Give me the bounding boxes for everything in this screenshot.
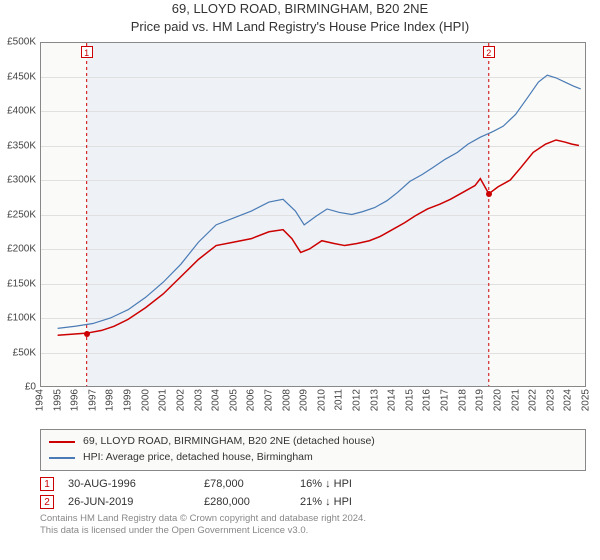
x-tick-label: 2019	[475, 389, 486, 411]
y-tick-label: £400K	[7, 106, 36, 117]
y-tick-label: £100K	[7, 313, 36, 324]
sale-date-1: 30-AUG-1996	[60, 478, 198, 490]
y-tick-label: £150K	[7, 278, 36, 289]
x-tick-label: 2024	[563, 389, 574, 411]
x-tick-label: 1998	[105, 389, 116, 411]
y-tick-label: £300K	[7, 175, 36, 186]
x-tick-label: 2021	[510, 389, 521, 411]
legend-row-property: 69, LLOYD ROAD, BIRMINGHAM, B20 2NE (det…	[49, 434, 577, 450]
footer: Contains HM Land Registry data © Crown c…	[40, 513, 586, 538]
sale-badge-1: 1	[40, 477, 54, 491]
x-tick-label: 2012	[352, 389, 363, 411]
x-tick-label: 2003	[193, 389, 204, 411]
x-tick-label: 2008	[281, 389, 292, 411]
marker-dot	[84, 331, 90, 337]
x-tick-label: 2025	[581, 389, 592, 411]
marker-badge: 1	[81, 46, 93, 58]
x-tick-label: 2005	[228, 389, 239, 411]
x-tick-label: 1995	[52, 389, 63, 411]
legend-swatch-property	[49, 441, 75, 443]
sale-badge-2: 2	[40, 495, 54, 509]
footer-line-1: Contains HM Land Registry data © Crown c…	[40, 513, 586, 525]
x-tick-label: 2022	[528, 389, 539, 411]
x-tick-label: 2016	[422, 389, 433, 411]
x-tick-label: 2017	[440, 389, 451, 411]
x-tick-label: 2000	[140, 389, 151, 411]
legend-swatch-hpi	[49, 457, 75, 459]
y-tick-label: £450K	[7, 71, 36, 82]
x-tick-label: 2010	[316, 389, 327, 411]
y-tick-label: £250K	[7, 209, 36, 220]
series-svg	[40, 42, 586, 387]
x-tick-label: 2006	[246, 389, 257, 411]
chart-area: £0£50K£100K£150K£200K£250K£300K£350K£400…	[40, 42, 586, 387]
y-tick-label: £50K	[13, 347, 36, 358]
x-tick-label: 1997	[87, 389, 98, 411]
x-tick-label: 2014	[387, 389, 398, 411]
sale-price-1: £78,000	[204, 478, 294, 490]
x-tick-label: 2023	[545, 389, 556, 411]
sales-list: 1 30-AUG-1996 £78,000 16% ↓ HPI 2 26-JUN…	[40, 477, 586, 509]
series-line-property	[58, 140, 579, 335]
series-line-hpi	[58, 75, 581, 328]
x-tick-label: 2020	[492, 389, 503, 411]
x-tick-label: 1994	[35, 389, 46, 411]
x-tick-label: 2002	[175, 389, 186, 411]
x-tick-label: 1999	[123, 389, 134, 411]
x-tick-label: 1996	[70, 389, 81, 411]
x-tick-label: 2001	[158, 389, 169, 411]
x-axis-labels: 1994199519961997199819992000200120022003…	[40, 389, 586, 425]
legend-label-hpi: HPI: Average price, detached house, Birm…	[83, 450, 313, 466]
footer-line-2: This data is licensed under the Open Gov…	[40, 525, 586, 537]
sale-diff-1: 16% ↓ HPI	[300, 478, 410, 490]
sale-price-2: £280,000	[204, 496, 294, 508]
legend-label-property: 69, LLOYD ROAD, BIRMINGHAM, B20 2NE (det…	[83, 434, 375, 450]
legend: 69, LLOYD ROAD, BIRMINGHAM, B20 2NE (det…	[40, 429, 586, 471]
y-tick-label: £200K	[7, 244, 36, 255]
x-tick-label: 2007	[263, 389, 274, 411]
sale-date-2: 26-JUN-2019	[60, 496, 198, 508]
sale-row-2: 2 26-JUN-2019 £280,000 21% ↓ HPI	[40, 495, 586, 509]
x-tick-label: 2013	[369, 389, 380, 411]
x-tick-label: 2015	[404, 389, 415, 411]
sale-diff-2: 21% ↓ HPI	[300, 496, 410, 508]
chart-container: 69, LLOYD ROAD, BIRMINGHAM, B20 2NE Pric…	[0, 0, 600, 560]
x-tick-label: 2011	[334, 389, 345, 411]
x-tick-label: 2009	[299, 389, 310, 411]
x-tick-label: 2004	[211, 389, 222, 411]
marker-dot	[486, 191, 492, 197]
y-tick-label: £500K	[7, 37, 36, 48]
legend-row-hpi: HPI: Average price, detached house, Birm…	[49, 450, 577, 466]
marker-badge: 2	[483, 46, 495, 58]
y-tick-label: £350K	[7, 140, 36, 151]
title-line-1: 69, LLOYD ROAD, BIRMINGHAM, B20 2NE	[0, 0, 600, 18]
x-tick-label: 2018	[457, 389, 468, 411]
title-line-2: Price paid vs. HM Land Registry's House …	[0, 18, 600, 36]
sale-row-1: 1 30-AUG-1996 £78,000 16% ↓ HPI	[40, 477, 586, 491]
